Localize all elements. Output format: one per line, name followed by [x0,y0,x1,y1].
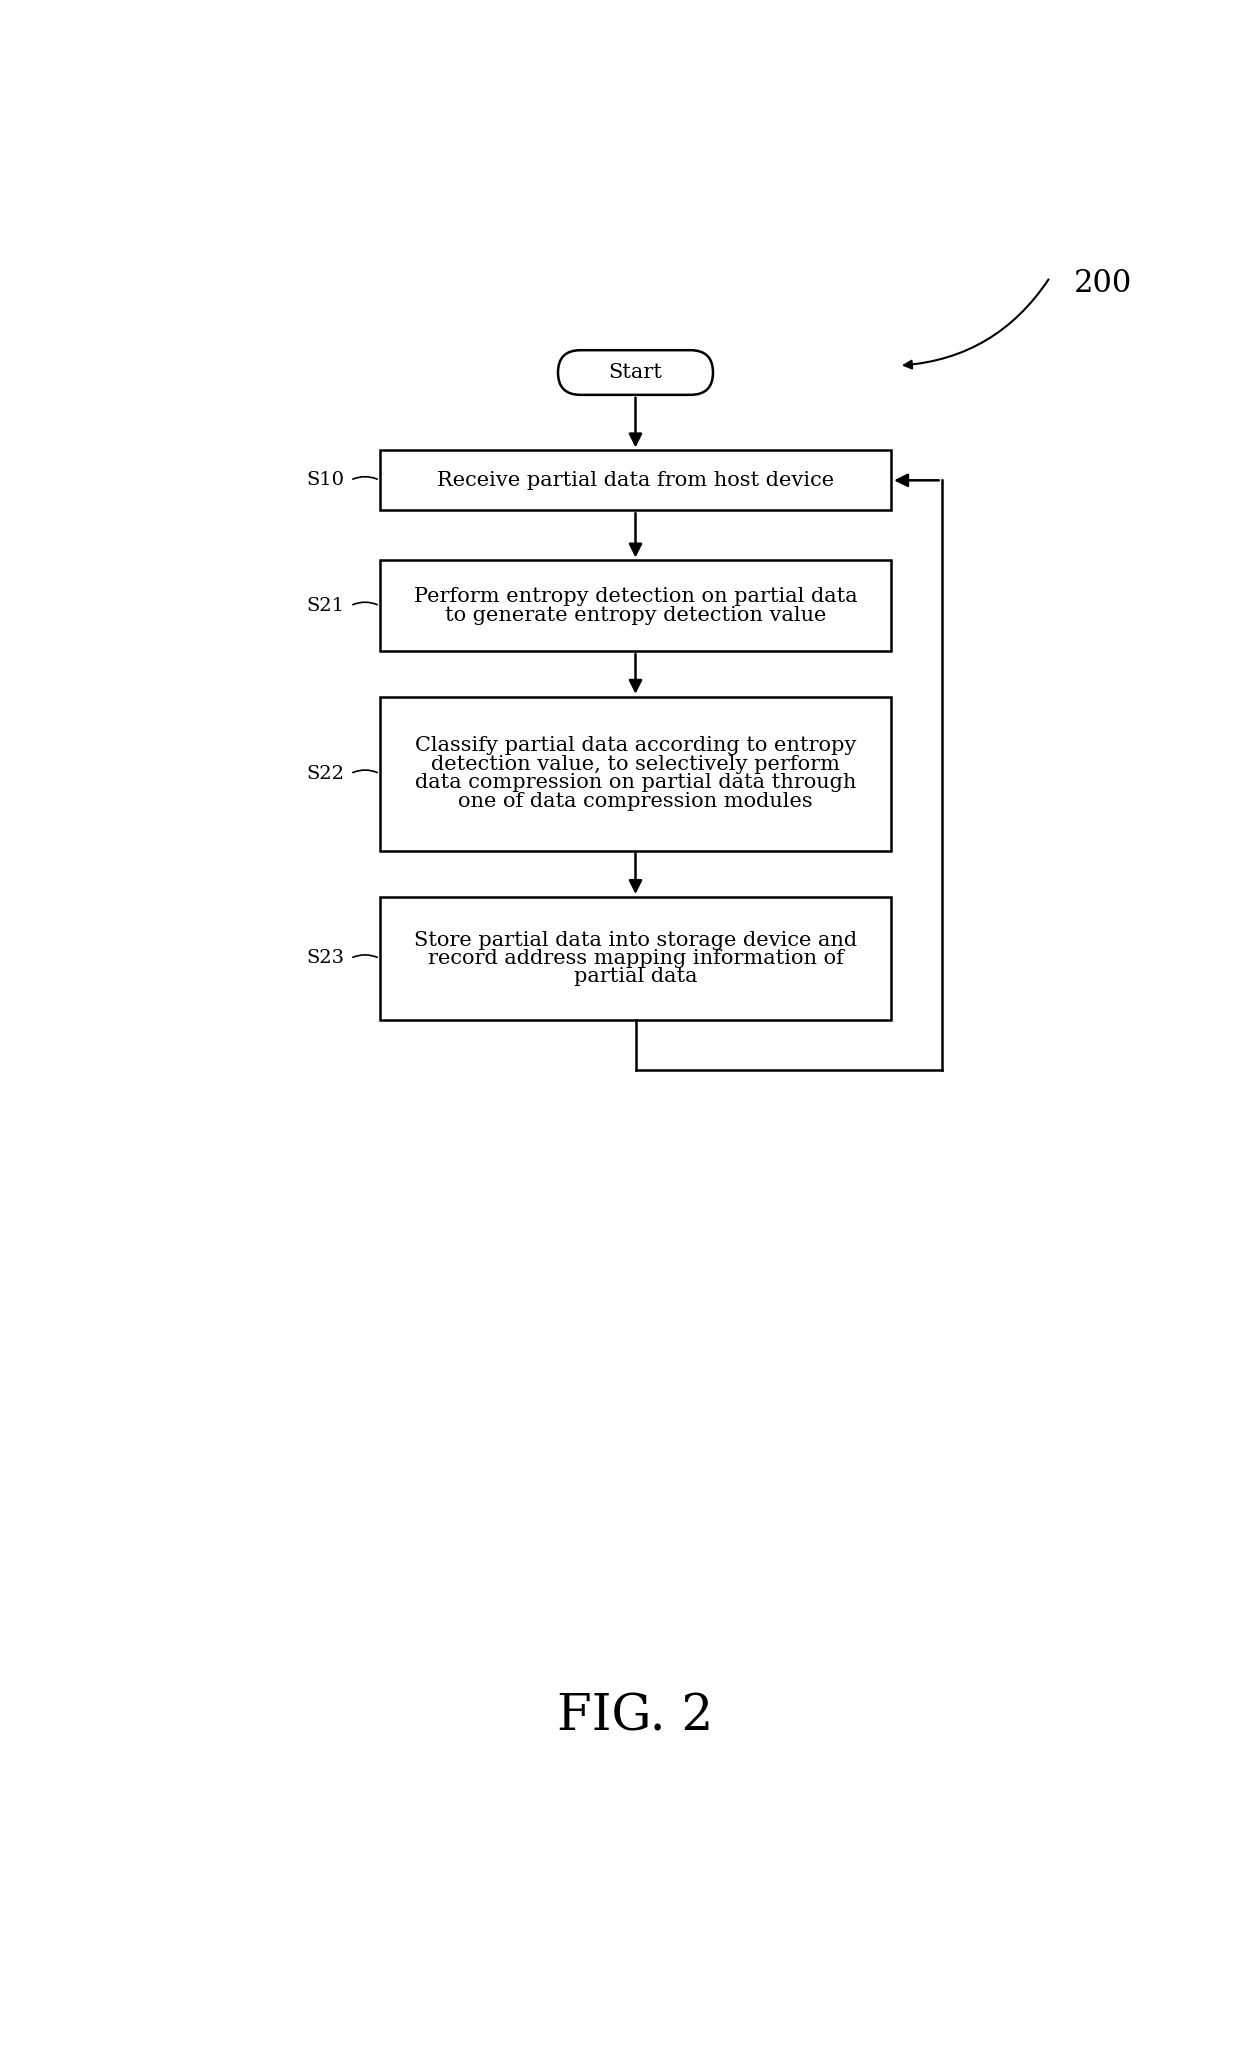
FancyBboxPatch shape [558,351,713,394]
FancyBboxPatch shape [379,897,892,1020]
FancyBboxPatch shape [379,560,892,650]
Text: S10: S10 [306,472,345,488]
FancyBboxPatch shape [379,449,892,511]
Text: FIG. 2: FIG. 2 [557,1693,714,1742]
Text: Start: Start [609,363,662,382]
FancyBboxPatch shape [379,698,892,852]
Text: partial data: partial data [574,966,697,987]
Text: detection value, to selectively perform: detection value, to selectively perform [432,755,839,774]
Text: to generate entropy detection value: to generate entropy detection value [445,605,826,624]
Text: S22: S22 [306,765,345,782]
Text: S23: S23 [306,950,345,966]
Text: S21: S21 [306,597,345,616]
Text: Receive partial data from host device: Receive partial data from host device [436,470,835,490]
Text: one of data compression modules: one of data compression modules [459,792,812,811]
Text: Perform entropy detection on partial data: Perform entropy detection on partial dat… [414,587,857,605]
Text: Classify partial data according to entropy: Classify partial data according to entro… [415,737,856,755]
Text: Store partial data into storage device and: Store partial data into storage device a… [414,930,857,950]
Text: 200: 200 [1074,267,1132,300]
Text: record address mapping information of: record address mapping information of [428,948,843,969]
Text: data compression on partial data through: data compression on partial data through [415,774,856,792]
